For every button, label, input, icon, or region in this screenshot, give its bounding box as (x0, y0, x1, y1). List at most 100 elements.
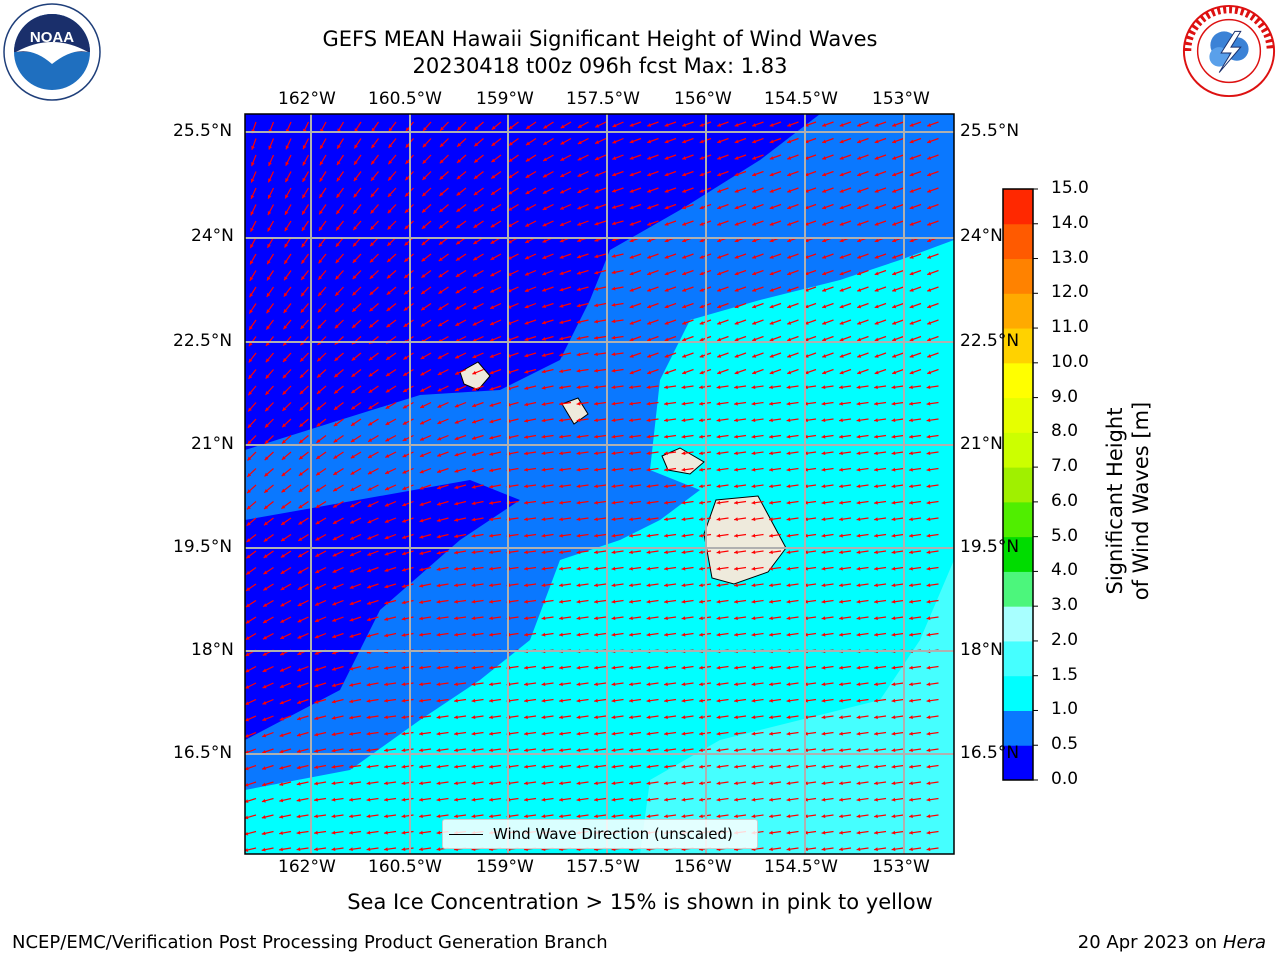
wave-direction-arrowhead (611, 270, 616, 275)
wave-direction-arrowhead (751, 566, 756, 571)
wave-direction-arrowhead (421, 241, 426, 246)
wave-direction-arrowhead (455, 354, 460, 359)
wave-direction-arrowhead (370, 193, 375, 198)
wave-direction-arrowhead (821, 682, 826, 687)
wave-direction-arrowhead (367, 503, 372, 507)
wave-direction-arrowhead (716, 517, 721, 522)
wave-direction-arrowhead (874, 830, 878, 835)
wave-direction-arrowhead (646, 517, 651, 522)
colorbar-swatch (1003, 710, 1033, 746)
wave-direction-arrowhead (612, 156, 617, 160)
wave-direction-arrowhead (332, 634, 337, 639)
wave-direction-arrowhead (839, 401, 843, 406)
wave-direction-arrowhead (909, 847, 913, 852)
wind-wave-direction-arrows (245, 121, 939, 852)
lon-label-bottom-1: 160.5°W (368, 857, 442, 877)
wave-direction-arrowhead (716, 500, 721, 505)
wave-direction-arrowhead (245, 652, 250, 656)
wave-direction-arrowhead (436, 847, 441, 852)
wave-direction-arrowhead (594, 632, 598, 637)
wave-direction-arrowhead (560, 157, 565, 161)
wave-direction-arrowhead (716, 467, 721, 472)
wave-direction-arrowhead (419, 486, 424, 490)
wave-direction-arrowhead (471, 550, 476, 555)
wave-direction-arrowhead (769, 715, 773, 720)
wave-direction-arrowhead (629, 715, 633, 720)
wave-direction-arrowhead (646, 698, 651, 703)
wave-direction-arrowhead (419, 518, 424, 523)
wave-direction-arrowhead (699, 451, 703, 456)
wave-direction-arrowhead (354, 160, 358, 165)
wave-direction-arrowhead (839, 682, 843, 687)
wave-direction-arrowhead (371, 127, 376, 132)
wave-direction-arrowhead (331, 732, 336, 737)
wave-direction-arrowhead (559, 814, 563, 819)
wave-direction-arrowhead (821, 698, 826, 703)
wave-direction-arrowhead (647, 172, 652, 177)
wave-direction-arrowhead (926, 451, 931, 456)
lat-label-right-4: 19.5°N (960, 537, 1020, 557)
wave-direction-arrowhead (664, 797, 668, 802)
wave-direction-arrowhead (316, 471, 321, 476)
wave-direction-arrowhead (716, 665, 721, 670)
wave-direction-arrowhead (769, 123, 774, 127)
wave-direction-arrowhead (542, 304, 547, 309)
wave-direction-arrowhead (822, 321, 827, 325)
lon-label-top-6: 153°W (872, 89, 930, 109)
wave-direction-arrowhead (699, 337, 704, 342)
graticule (245, 114, 954, 854)
wave-direction-arrowhead (524, 797, 528, 802)
wave-direction-arrowhead (333, 438, 338, 443)
wave-direction-arrowhead (437, 485, 441, 490)
wave-direction-arrowhead (366, 814, 371, 819)
wave-direction-arrowhead (285, 161, 289, 166)
wave-direction-arrowhead (319, 161, 324, 166)
wave-direction-arrowhead (419, 469, 424, 474)
wave-direction-arrowhead (821, 632, 826, 637)
wave-direction-arrowhead (594, 319, 598, 324)
wave-direction-arrowhead (909, 451, 913, 456)
wave-direction-arrowhead (314, 667, 319, 672)
wave-direction-arrowhead (454, 616, 458, 621)
wave-direction-arrowhead (332, 536, 337, 541)
wave-direction-arrowhead (299, 455, 304, 460)
wave-direction-arrowhead (419, 748, 423, 753)
wave-direction-arrowhead (368, 438, 373, 442)
wave-direction-arrowhead (491, 191, 496, 195)
wave-direction-arrowhead (246, 538, 251, 542)
wave-direction-arrowhead (385, 405, 390, 409)
wave-direction-arrowhead (576, 715, 581, 720)
wave-direction-arrowhead (332, 552, 337, 557)
wave-direction-arrowhead (247, 489, 252, 494)
wave-direction-arrowhead (611, 616, 616, 621)
wave-direction-arrowhead (909, 337, 914, 342)
wave-direction-arrowhead (419, 698, 423, 703)
wave-direction-arrowhead (682, 238, 687, 243)
wave-direction-arrowhead (319, 194, 323, 199)
wave-direction-arrowhead (769, 698, 773, 703)
wave-direction-arrowhead (874, 321, 879, 325)
wave-direction-arrowhead (821, 814, 826, 819)
wave-direction-arrowhead (717, 205, 722, 210)
wave-direction-arrowhead (751, 434, 756, 439)
wave-direction-arrowhead (734, 698, 738, 703)
wave-direction-arrowhead (472, 305, 477, 310)
wave-direction-arrowhead (839, 583, 843, 588)
wave-direction-arrowhead (856, 599, 861, 604)
wave-direction-arrowhead (716, 797, 721, 802)
wave-direction-arrowhead (353, 177, 358, 182)
wave-direction-arrowhead (717, 139, 722, 144)
wave-direction-arrowhead (489, 698, 493, 703)
wave-direction-arrowhead (594, 698, 598, 703)
wave-direction-arrowhead (245, 619, 250, 624)
wave-direction-arrowhead (909, 632, 913, 637)
wave-direction-arrowhead (594, 401, 598, 406)
wave-direction-arrowhead (559, 682, 563, 687)
wave-direction-arrowhead (282, 390, 287, 395)
wave-direction-arrowhead (926, 632, 931, 637)
wave-direction-arrowhead (402, 486, 407, 490)
colorbar-tick-label: 0.0 (1051, 769, 1079, 789)
wave-direction-arrowhead (262, 749, 267, 754)
colorbar-tick-label: 14.0 (1051, 212, 1089, 233)
